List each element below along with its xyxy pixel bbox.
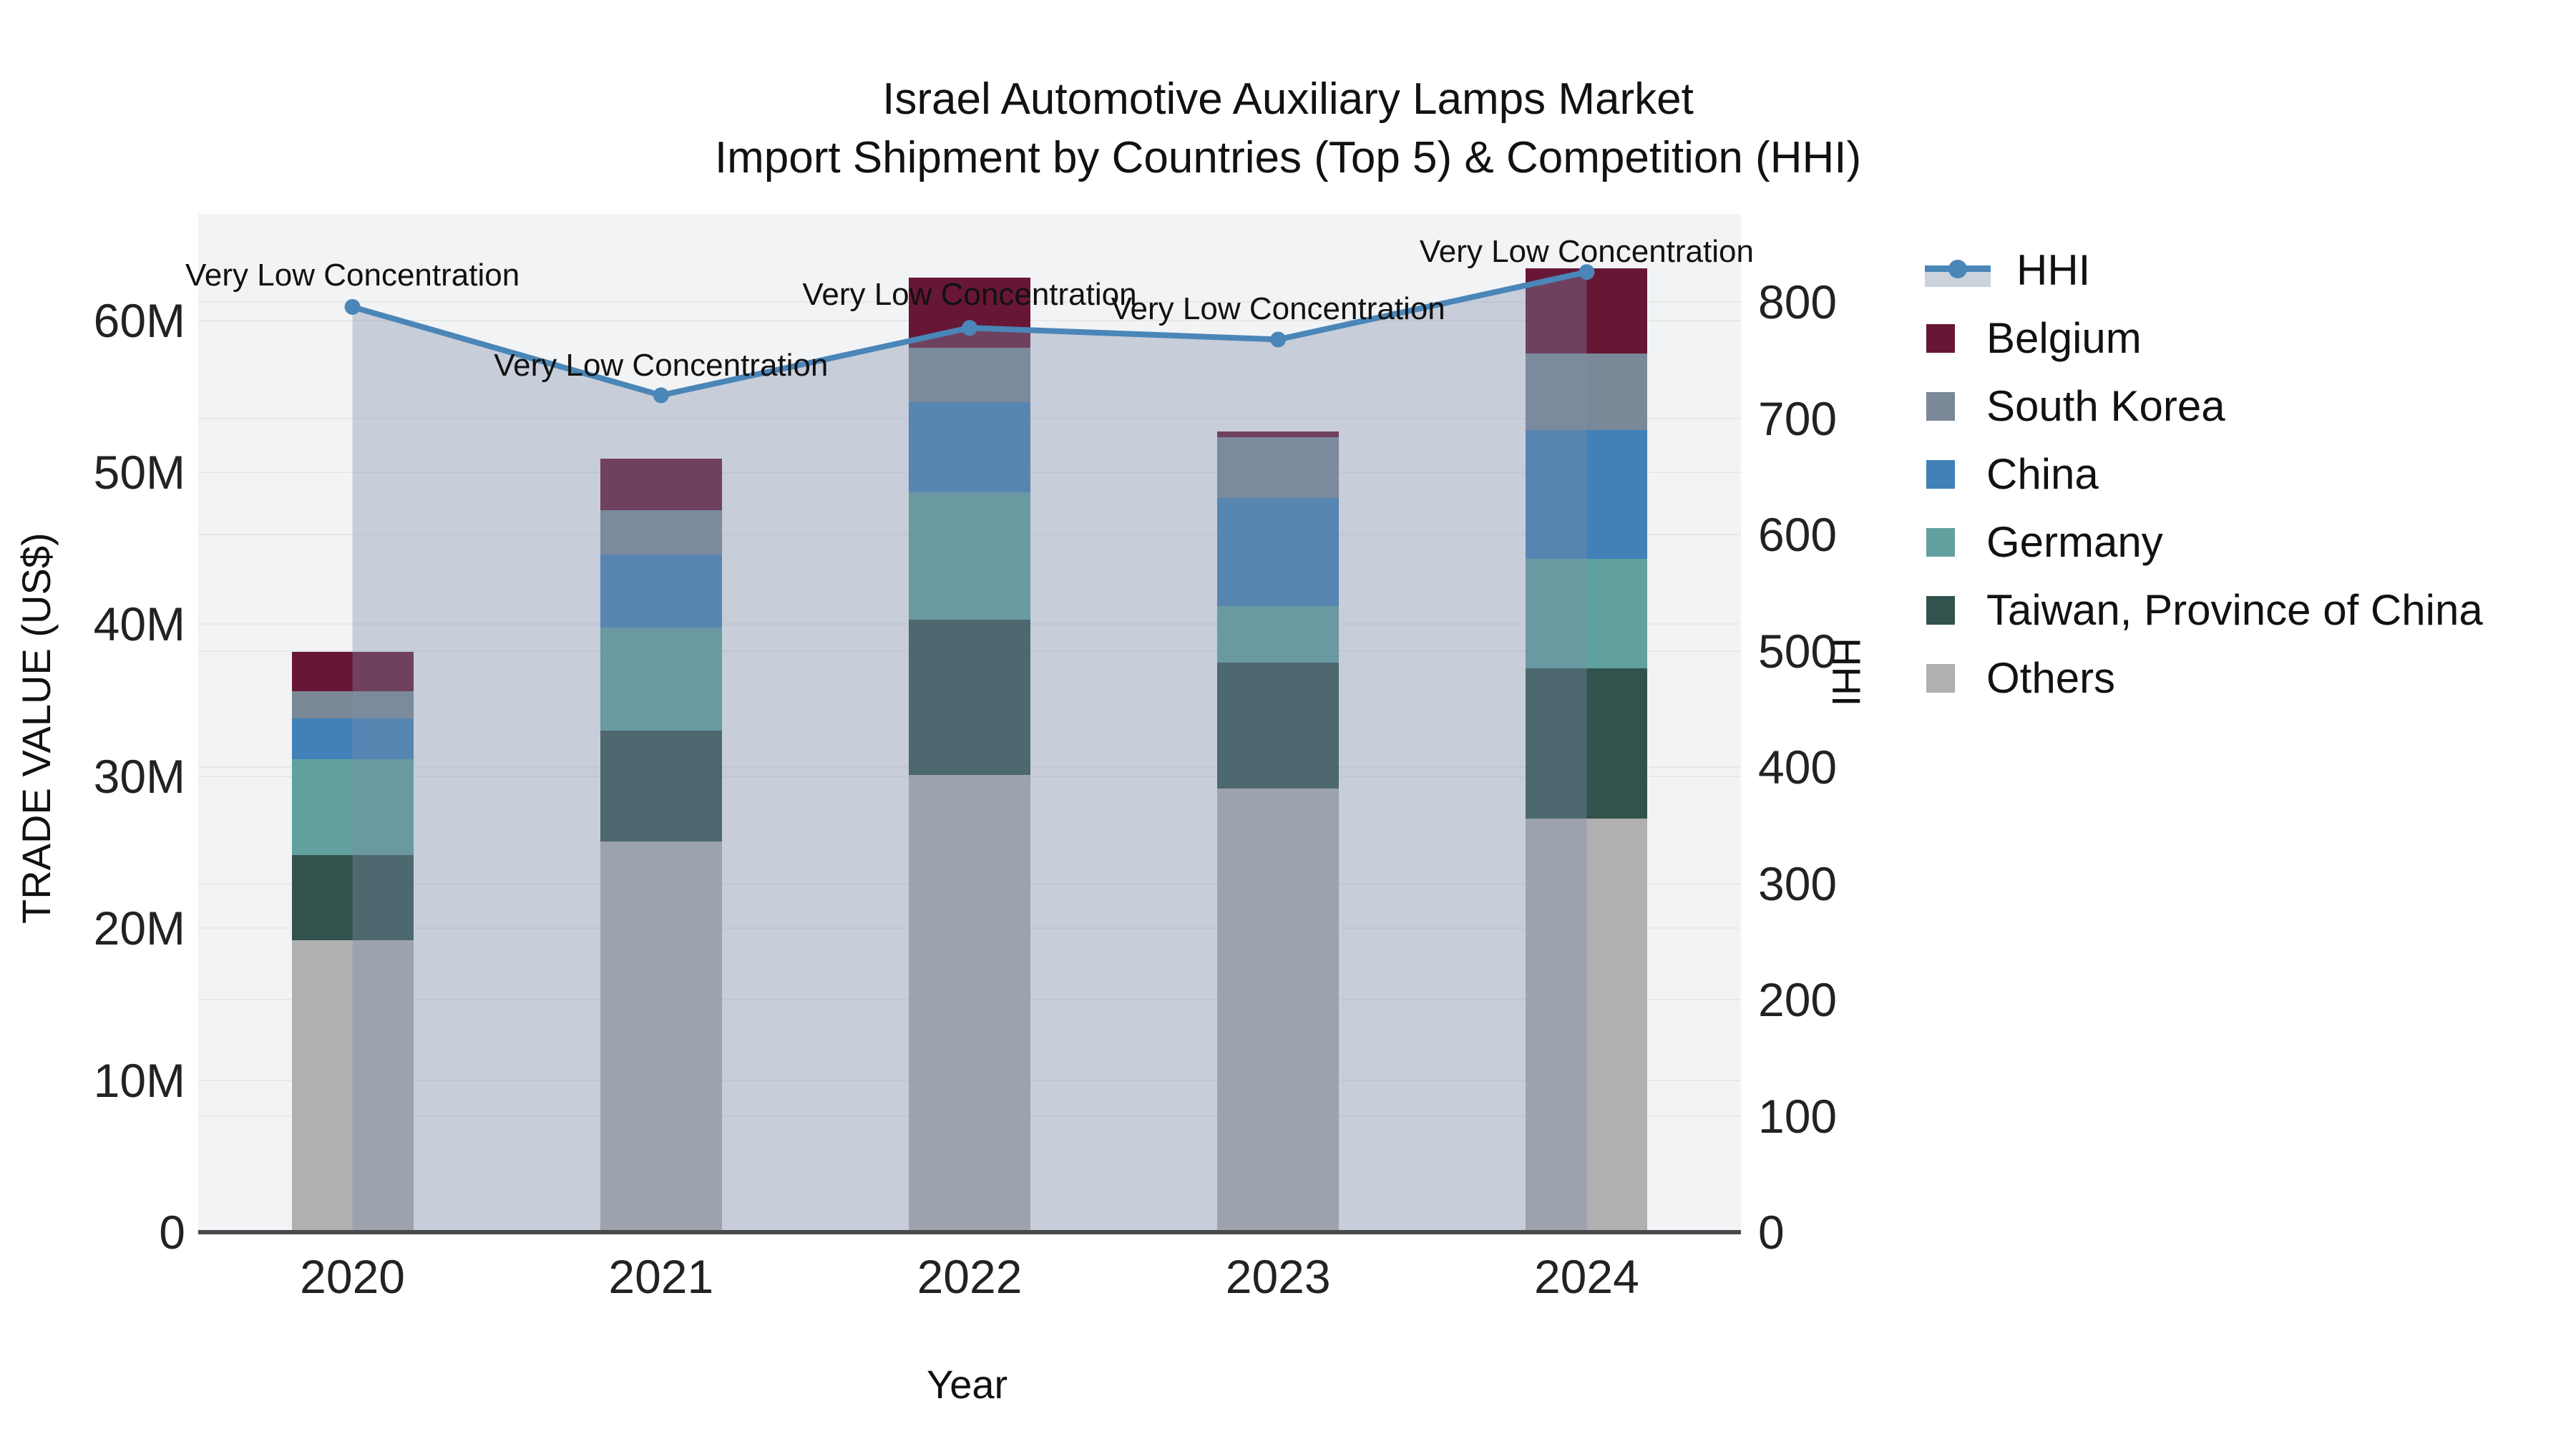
bar-segment-taiwan-province-of-china-2022[interactable] (909, 620, 1030, 775)
legend-item-others[interactable]: Others (1926, 644, 2115, 712)
y-right-tick-100: 100 (1758, 1089, 1838, 1143)
legend-swatch-icon (1926, 391, 1955, 421)
legend-label: China (1986, 450, 2099, 498)
legend-swatch-icon (1926, 595, 1955, 625)
y-right-tick-0: 0 (1758, 1206, 1785, 1259)
bar-segment-others-2020[interactable] (291, 940, 414, 1232)
bar-segment-china-2024[interactable] (1526, 429, 1648, 560)
legend-item-south-korea[interactable]: South Korea (1926, 372, 2225, 440)
bar-segment-taiwan-province-of-china-2021[interactable] (600, 731, 722, 842)
bar-segment-germany-2022[interactable] (909, 492, 1030, 620)
bar-segment-germany-2020[interactable] (291, 759, 414, 856)
y-left-tick-0: 0 (159, 1206, 185, 1259)
annotation-2023: Very Low Concentration (1111, 291, 1445, 327)
bar-segment-china-2023[interactable] (1217, 498, 1340, 606)
plot-area[interactable]: Very Low Concentration Very Low Concentra… (185, 214, 1754, 1232)
legend-item-taiwan-province-of-china[interactable]: Taiwan, Province of China (1926, 576, 2483, 644)
hhi-marker-2024[interactable] (1579, 264, 1595, 280)
y-left-tick-10M: 10M (93, 1053, 185, 1107)
legend-item-belgium[interactable]: Belgium (1926, 304, 2142, 372)
bar-segment-others-2024[interactable] (1526, 819, 1648, 1232)
bar-segment-germany-2024[interactable] (1526, 559, 1648, 669)
y-axis-right-title: HHI (1824, 637, 1869, 706)
x-tick-2024: 2024 (1533, 1250, 1639, 1303)
x-axis-title: Year (927, 1362, 1008, 1407)
legend-label: HHI (2016, 246, 2091, 294)
y-right-tick-800: 800 (1758, 275, 1838, 329)
legend-swatch-icon (1926, 527, 1955, 557)
legend-label: Germany (1986, 518, 2163, 566)
legend-swatch-icon (1926, 663, 1955, 693)
y-right-tick-200: 200 (1758, 973, 1838, 1027)
hhi-marker-2023[interactable] (1270, 331, 1287, 348)
annotation-2022: Very Low Concentration (802, 277, 1137, 313)
y-right-tick-600: 600 (1758, 508, 1838, 562)
y-right-tick-300: 300 (1758, 857, 1838, 910)
hhi-line-swatch-icon (1925, 254, 1991, 287)
bar-segment-china-2022[interactable] (909, 402, 1030, 492)
hhi-marker-2022[interactable] (962, 320, 977, 336)
bar-segment-belgium-2020[interactable] (291, 651, 414, 691)
y-right-tick-400: 400 (1758, 741, 1838, 794)
legend-item-china[interactable]: China (1926, 440, 2099, 508)
y-left-tick-40M: 40M (93, 597, 185, 651)
legend-swatch-icon (1926, 323, 1955, 353)
hhi-line-layer (344, 264, 1595, 1232)
bar-segment-china-2020[interactable] (291, 718, 414, 760)
x-tick-2022: 2022 (917, 1250, 1023, 1303)
x-tick-2023: 2023 (1225, 1250, 1331, 1303)
legend-label: Taiwan, Province of China (1986, 586, 2483, 634)
chart-title-line2: Import Shipment by Countries (Top 5) & C… (714, 133, 1862, 182)
bar-segment-south-korea-2021[interactable] (600, 510, 722, 555)
y-left-tick-20M: 20M (93, 902, 185, 955)
y-left-tick-50M: 50M (93, 446, 185, 499)
chart-title-line1: Israel Automotive Auxiliary Lamps Market (882, 74, 1694, 124)
annotation-2020: Very Low Concentration (185, 257, 520, 293)
y-right-tick-700: 700 (1758, 391, 1838, 445)
x-axis-line (198, 1230, 1741, 1234)
annotation-2021: Very Low Concentration (494, 348, 829, 384)
bar-segment-others-2022[interactable] (909, 774, 1030, 1232)
legend-item-germany[interactable]: Germany (1926, 508, 2163, 576)
bar-segment-south-korea-2024[interactable] (1526, 353, 1648, 430)
bar-segment-others-2023[interactable] (1217, 788, 1340, 1232)
hhi-marker-2021[interactable] (653, 387, 669, 404)
hhi-area-fill (352, 272, 1587, 1232)
bar-segment-others-2021[interactable] (600, 841, 722, 1232)
y-axis-left-title: TRADE VALUE (US$) (14, 532, 59, 924)
x-tick-2021: 2021 (608, 1250, 714, 1303)
chart-title: Israel Automotive Auxiliary Lamps Market… (0, 70, 2576, 187)
bar-segment-germany-2021[interactable] (600, 627, 722, 731)
bar-segment-belgium-2023[interactable] (1217, 431, 1340, 438)
bar-segment-south-korea-2022[interactable] (909, 347, 1030, 403)
bar-segment-taiwan-province-of-china-2024[interactable] (1526, 668, 1648, 819)
legend-label: Belgium (1986, 314, 2142, 362)
bar-segment-taiwan-province-of-china-2023[interactable] (1217, 662, 1340, 789)
bar-segment-belgium-2021[interactable] (600, 458, 722, 511)
annotation-2024: Very Low Concentration (1419, 234, 1754, 270)
y-left-tick-30M: 30M (93, 749, 185, 803)
legend-item-hhi[interactable]: HHI (1925, 236, 2091, 304)
hhi-marker-2020[interactable] (344, 298, 361, 315)
bar-segment-south-korea-2023[interactable] (1217, 437, 1340, 499)
x-tick-2020: 2020 (300, 1250, 406, 1303)
y-right-tick-500: 500 (1758, 624, 1838, 678)
bar-segment-germany-2023[interactable] (1217, 605, 1340, 663)
legend-swatch-icon (1926, 459, 1955, 489)
bar-segment-china-2021[interactable] (600, 554, 722, 628)
bar-segment-taiwan-province-of-china-2020[interactable] (291, 855, 414, 941)
bar-segment-south-korea-2020[interactable] (291, 691, 414, 719)
legend-label: South Korea (1986, 382, 2225, 430)
y-left-tick-60M: 60M (93, 293, 185, 347)
legend-label: Others (1986, 654, 2116, 702)
